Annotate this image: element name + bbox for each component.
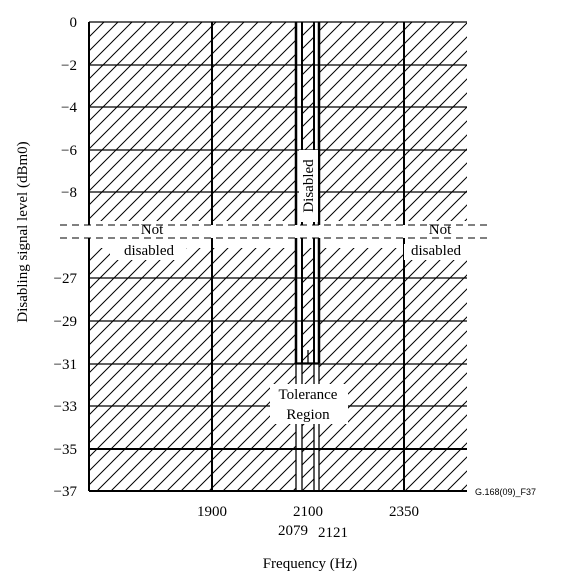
x-tick-label: 2350 [389,504,419,520]
y-tick-label: −4 [61,100,77,116]
x-tick-label: 2121 [318,525,348,541]
not-disabled-left-bg [110,244,186,260]
x-tick-label: 1900 [197,504,227,520]
y-tick-label: −31 [54,357,77,373]
y-tick-labels: 0 −2 −4 −6 −8 −27 −29 −31 −33 −35 −37 [54,15,78,500]
tolerance-label-line2: Region [286,407,330,423]
x-tick-labels: 1900 2100 2350 2079 2121 [197,504,419,541]
not-disabled-left-line1: Not [141,222,164,238]
y-tick-label: −33 [54,399,77,415]
x-tick-label: 2100 [293,504,323,520]
not-disabled-right-line1: Not [429,222,452,238]
y-tick-label: −2 [61,58,77,74]
y-tick-label: −35 [54,442,77,458]
figure-id: G.168(09)_F37 [475,487,536,497]
y-axis-title: Disabling signal level (dBm0) [15,141,31,322]
y-tick-label: −8 [61,185,77,201]
tolerance-label-bg [270,384,348,424]
hatched-region-center [302,22,314,491]
disabled-label-bg [299,150,318,222]
x-axis-title: Frequency (Hz) [263,556,358,572]
y-tick-label: −29 [54,314,77,330]
disabled-label: Disabled [301,159,317,213]
not-disabled-left-line2: disabled [124,243,174,259]
y-tick-label: 0 [70,15,78,31]
tolerance-label-line1: Tolerance [279,387,338,403]
not-disabled-right-line2: disabled [411,243,461,259]
y-tick-label: −27 [54,271,78,287]
y-tick-label: −37 [54,484,78,500]
x-tick-label: 2079 [278,523,308,539]
y-tick-label: −6 [61,143,77,159]
not-disabled-right-bg [404,244,467,260]
